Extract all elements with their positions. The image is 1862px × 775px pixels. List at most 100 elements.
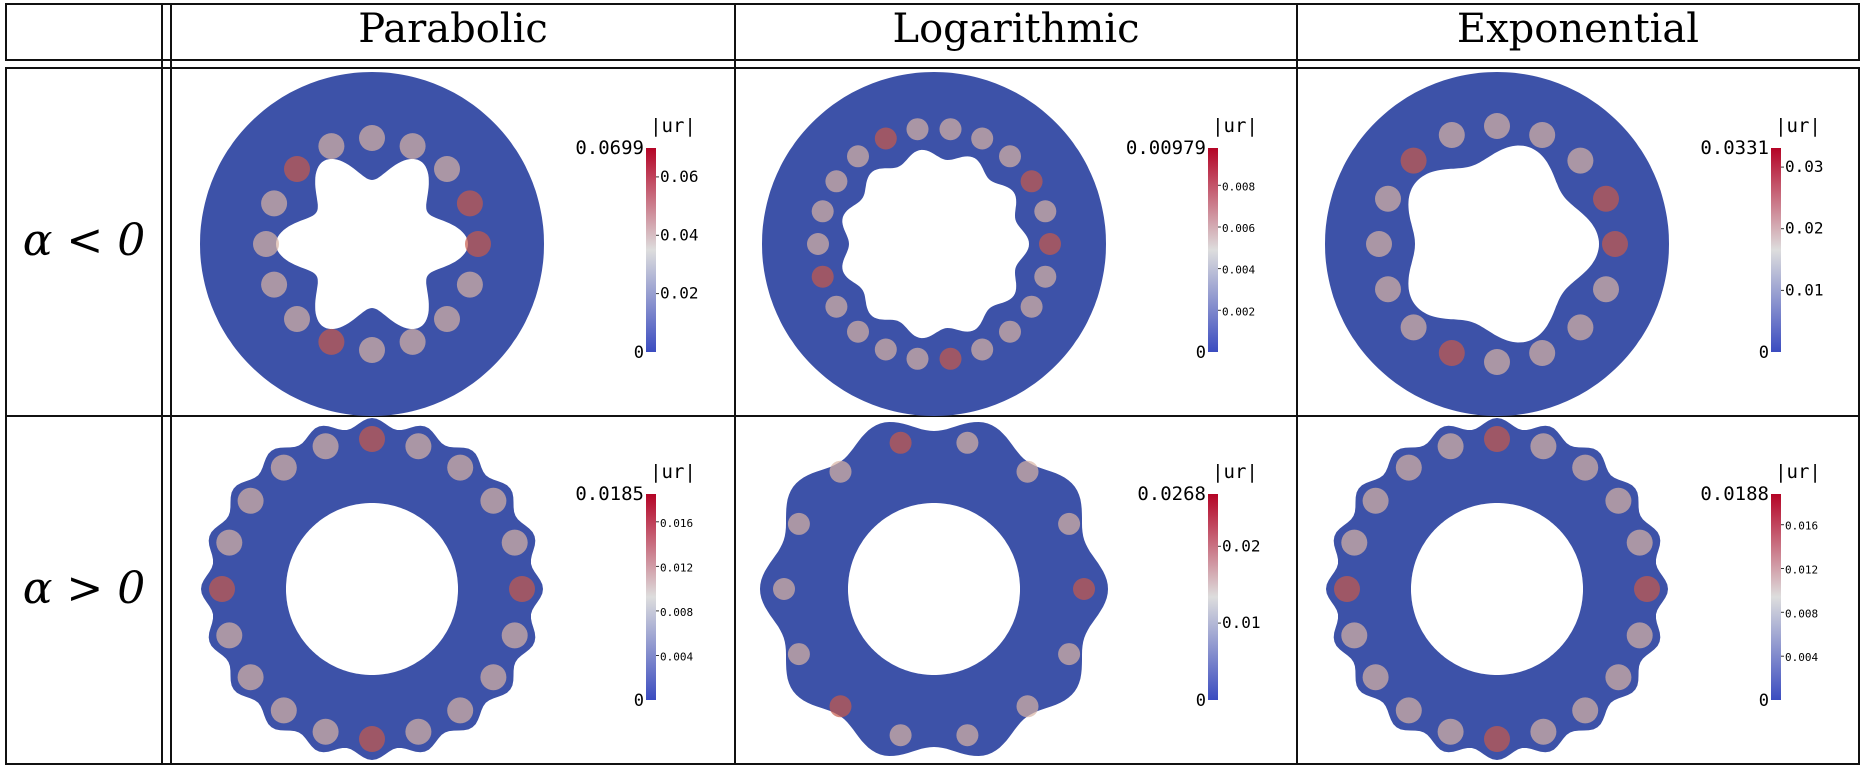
colorbar-tick: 0.02 [660, 284, 699, 303]
stress-blob [971, 127, 994, 150]
colorbar-title: |ur| [650, 461, 696, 483]
stress-blob [1530, 433, 1557, 460]
stress-blob [829, 695, 852, 718]
stress-blob [999, 145, 1021, 168]
stress-blob [434, 156, 460, 182]
stress-blob [465, 231, 491, 257]
stress-blob [216, 529, 243, 556]
colorbar-title: |ur| [1775, 461, 1821, 483]
stress-blob [399, 133, 426, 160]
stress-blob [456, 190, 483, 217]
stress-blob [284, 156, 310, 182]
colorbar-max: 0.0188 [1700, 483, 1769, 505]
stress-blob [270, 697, 297, 724]
stress-blob [359, 337, 385, 363]
colorbar-tick: 0.008 [660, 606, 693, 619]
stress-blob [359, 726, 385, 752]
colorbar: |ur| 0.0188 0 0.016 0.012 0.008 0.004 [1700, 461, 1821, 711]
stress-blob [1334, 576, 1360, 602]
stress-blob [971, 338, 994, 361]
colorbar-tick: 0.002 [1222, 305, 1255, 318]
stress-blob [209, 576, 235, 602]
colorbar-tick: 0.012 [1785, 564, 1818, 577]
stress-blob [825, 295, 848, 318]
stress-blob [434, 306, 460, 332]
stress-blob [939, 118, 962, 141]
stress-blob [889, 724, 912, 747]
stress-blobs [253, 125, 491, 363]
stress-blob [1034, 265, 1057, 288]
colorbar-tick: 0.01 [1222, 613, 1261, 632]
stress-blob [1341, 529, 1368, 556]
stress-blob [807, 233, 829, 255]
stress-blob [501, 622, 528, 649]
colorbar-tick: 0.02 [1222, 536, 1261, 555]
stress-blob [1626, 529, 1653, 556]
stress-blob [1484, 726, 1510, 752]
colorbar-title: |ur| [650, 115, 696, 137]
stress-blob [1016, 695, 1039, 718]
annulus-plot [760, 422, 1108, 756]
colorbar-gradient [646, 148, 656, 352]
stress-blob [1567, 147, 1594, 174]
stress-blob [825, 170, 848, 193]
stress-blob [1020, 295, 1043, 318]
stress-blob [1484, 426, 1510, 452]
stress-blob [906, 347, 929, 370]
colorbar-min: 0 [1759, 343, 1769, 363]
colorbar-tick: 0.004 [1785, 651, 1818, 664]
stress-blob [1058, 643, 1081, 666]
stress-blob [1366, 231, 1392, 257]
colorbar: |ur| 0.0699 0 0.06 0.04 0.02 [575, 115, 698, 363]
colorbar-gradient [1208, 148, 1218, 352]
panel-logarithmic-negative: |ur| 0.00979 0 0.008 0.006 0.004 0.002 [762, 72, 1258, 416]
stress-blobs [1334, 426, 1660, 752]
colorbar-gradient [1208, 494, 1218, 700]
colorbar-min: 0 [634, 343, 644, 363]
stress-blob [1593, 276, 1619, 303]
stress-blob [1395, 697, 1422, 724]
colorbar: |ur| 0.00979 0 0.008 0.006 0.004 0.002 [1126, 115, 1258, 363]
stress-blob [829, 460, 852, 483]
colorbar-tick: 0.03 [1785, 157, 1824, 176]
table-lines [5, 3, 1860, 765]
column-header-parabolic: Parabolic [358, 6, 548, 52]
stress-blob [216, 622, 243, 649]
colorbar-title: |ur| [1212, 115, 1258, 137]
colorbar-max: 0.0185 [575, 483, 644, 505]
stress-blob [405, 433, 432, 460]
stress-blob [447, 697, 474, 724]
stress-blob [956, 724, 979, 747]
stress-blob [237, 664, 264, 691]
colorbar-max: 0.00979 [1126, 137, 1206, 159]
stress-blob [1400, 314, 1427, 341]
colorbar-min: 0 [1196, 343, 1206, 363]
row-label-alpha-negative: α < 0 [23, 215, 146, 266]
stress-blob [1602, 231, 1628, 257]
panel-exponential-negative: |ur| 0.0331 0 0.03 0.02 0.01 [1325, 72, 1824, 416]
colorbar: |ur| 0.0331 0 0.03 0.02 0.01 [1700, 115, 1823, 363]
stress-blobs [773, 431, 1095, 747]
panel-parabolic-positive: |ur| 0.0185 0 0.016 0.012 0.008 0.004 [201, 418, 696, 760]
stress-blob [1484, 349, 1510, 375]
stress-blob [480, 487, 507, 514]
colorbar-title: |ur| [1775, 115, 1821, 137]
stress-blob [1530, 718, 1557, 745]
stress-blob [811, 265, 834, 288]
colorbar: |ur| 0.0268 0 0.02 0.01 [1137, 461, 1260, 711]
stress-blob [1400, 147, 1427, 174]
colorbar-tick: 0.06 [660, 167, 699, 186]
panel-logarithmic-positive: |ur| 0.0268 0 0.02 0.01 [760, 422, 1261, 756]
panel-parabolic-negative: |ur| 0.0699 0 0.06 0.04 0.02 [200, 72, 699, 416]
stress-blob [874, 338, 897, 361]
stress-blob [1572, 454, 1599, 481]
stress-blob [1437, 433, 1464, 460]
stress-blob [1529, 340, 1556, 366]
column-header-exponential: Exponential [1457, 6, 1699, 52]
stress-blob [447, 454, 474, 481]
panel-exponential-positive: |ur| 0.0188 0 0.016 0.012 0.008 0.004 [1326, 418, 1821, 760]
colorbar-tick: 0.016 [660, 517, 693, 530]
stress-blob [312, 433, 339, 460]
colorbar-min: 0 [634, 691, 644, 711]
stress-blob [261, 271, 288, 298]
